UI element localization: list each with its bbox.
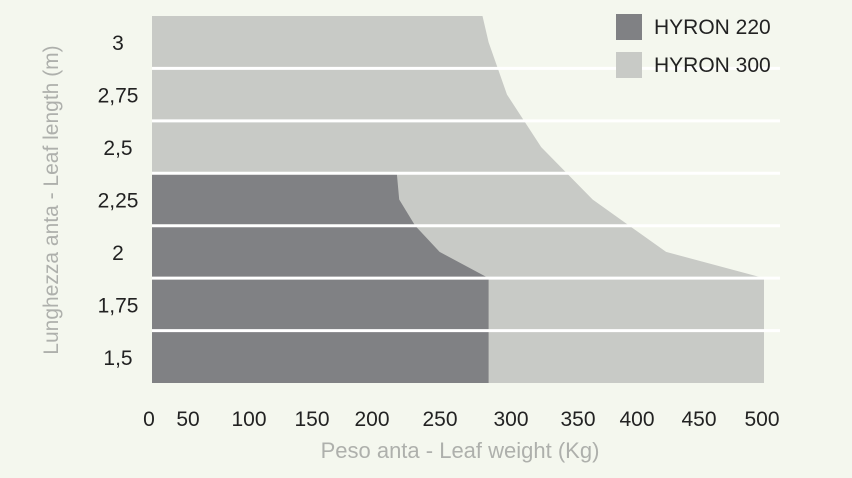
x-tick-label: 50 (176, 408, 199, 431)
x-tick-label: 150 (294, 408, 329, 431)
y-tick-label: 2,5 (103, 137, 132, 160)
y-tick-label: 1,75 (98, 294, 139, 317)
legend-swatch (616, 14, 642, 40)
x-tick-label: 500 (744, 408, 779, 431)
legend-label: HYRON 220 (654, 16, 771, 39)
y-tick-label: 2,75 (98, 85, 139, 108)
y-tick-label: 3 (112, 32, 124, 55)
x-tick-label: 300 (493, 408, 528, 431)
y-tick-label: 1,5 (103, 347, 132, 370)
x-axis-title: Peso anta - Leaf weight (Kg) (321, 438, 600, 463)
legend-swatch (616, 52, 642, 78)
grid-layer (152, 66, 780, 333)
legend-label: HYRON 300 (654, 54, 771, 77)
y-tick-label: 2,25 (98, 190, 139, 213)
x-tick-label: 100 (231, 408, 266, 431)
legend: HYRON 220 HYRON 300 (616, 14, 771, 78)
y-axis-title: Lunghezza anta - Leaf length (m) (40, 45, 63, 354)
y-tick-label: 2 (112, 242, 124, 265)
x-tick-label: 250 (422, 408, 457, 431)
x-tick-label: 350 (560, 408, 595, 431)
x-tick-label: 450 (681, 408, 716, 431)
x-tick-label: 400 (619, 408, 654, 431)
x-tick-label: 0 (143, 408, 155, 431)
y-tick-labels: 1,5 1,75 2 2,25 2,5 2,75 3 (98, 32, 139, 370)
x-tick-label: 200 (354, 408, 389, 431)
x-tick-labels: 0 50 100 150 200 250 300 350 400 450 500 (143, 408, 779, 431)
